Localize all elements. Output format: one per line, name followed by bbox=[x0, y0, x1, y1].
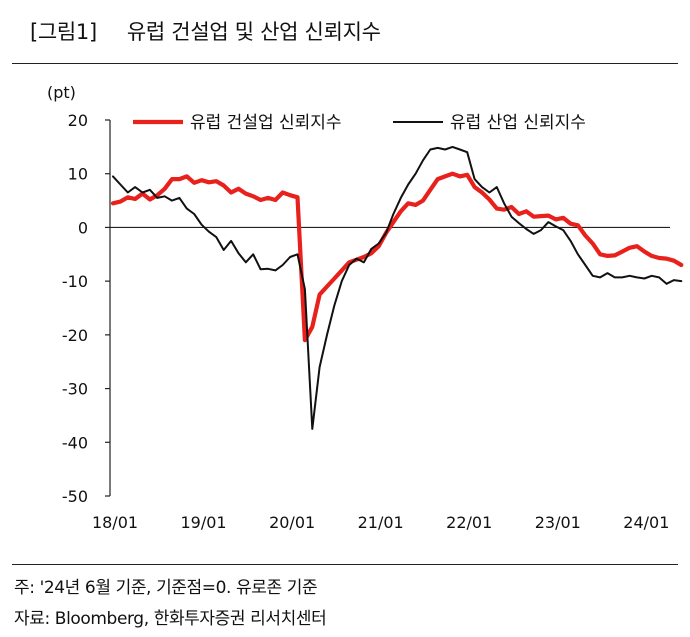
x-tick-label: 20/01 bbox=[269, 513, 315, 532]
y-tick-label: -10 bbox=[62, 272, 88, 291]
line-chart: 20 10 0 -10 -20 -30 -40 -50 (pt) 18/01 19/01 20/01 2… bbox=[47, 83, 684, 532]
y-tick-label: 10 bbox=[68, 165, 88, 184]
footer-divider bbox=[12, 564, 678, 565]
y-tick-label: -30 bbox=[62, 380, 88, 399]
y-tick-label: 20 bbox=[68, 111, 88, 130]
y-tick-label: -20 bbox=[62, 326, 88, 345]
y-tick-label: -40 bbox=[62, 433, 88, 452]
y-tick-label: -50 bbox=[62, 487, 88, 506]
figure-label: [그림1] bbox=[30, 20, 97, 44]
x-tick-label: 18/01 bbox=[92, 513, 138, 532]
legend-label-2: 유럽 산업 신뢰지수 bbox=[450, 113, 586, 133]
x-tick-label: 24/01 bbox=[623, 513, 669, 532]
y-axis-unit: (pt) bbox=[47, 83, 76, 102]
y-tick-label: 0 bbox=[78, 218, 88, 237]
series-line-2 bbox=[112, 145, 683, 430]
legend-label-1: 유럽 건설업 신뢰지수 bbox=[190, 113, 342, 133]
figure-title: [그림1] 유럽 건설업 및 산업 신뢰지수 bbox=[30, 16, 381, 46]
x-tick-label: 19/01 bbox=[181, 513, 227, 532]
footnote: 주: '24년 6월 기준, 기준점=0. 유로존 기준 bbox=[14, 578, 318, 598]
x-tick-label: 22/01 bbox=[446, 513, 492, 532]
x-tick-label: 23/01 bbox=[535, 513, 581, 532]
x-tick-label: 21/01 bbox=[358, 513, 404, 532]
series-line-1 bbox=[110, 171, 684, 343]
chart-title: 유럽 건설업 및 산업 신뢰지수 bbox=[126, 20, 381, 44]
source-note: 자료: Bloomberg, 한화투자증권 리서치센터 bbox=[14, 609, 327, 629]
title-divider bbox=[12, 63, 678, 64]
